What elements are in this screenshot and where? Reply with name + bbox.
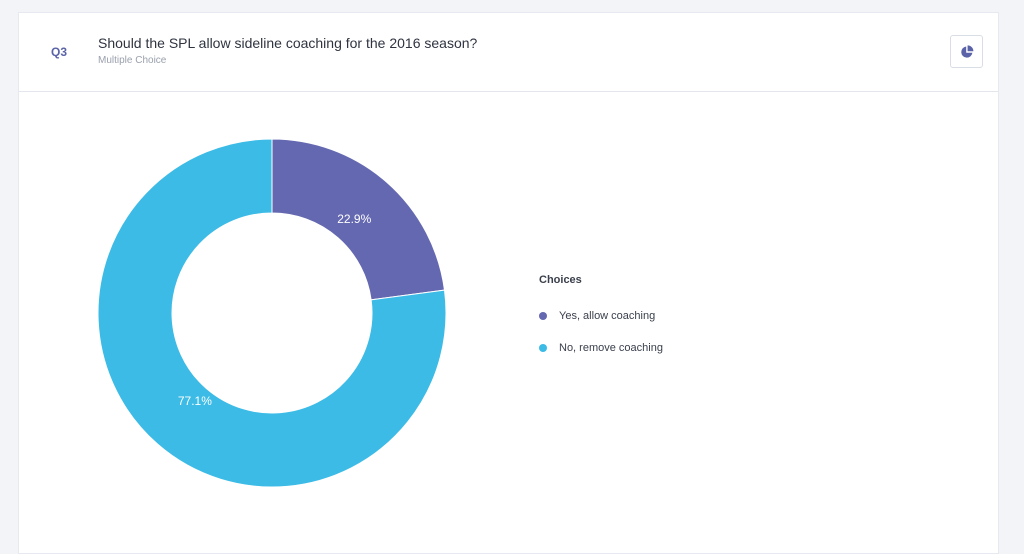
legend-item-no[interactable]: No, remove coaching [539, 332, 663, 364]
slice-label-1: 77.1% [178, 394, 212, 408]
chart-legend: Choices Yes, allow coaching No, remove c… [539, 274, 663, 364]
legend-label-no: No, remove coaching [559, 342, 663, 354]
legend-dot-yes [539, 312, 547, 320]
question-number: Q3 [51, 45, 68, 59]
question-card: Q3 Should the SPL allow sideline coachin… [18, 12, 999, 554]
slice-label-0: 22.9% [337, 212, 371, 226]
slice-0[interactable] [271, 138, 446, 301]
legend-dot-no [539, 344, 547, 352]
pie-chart-icon [960, 44, 973, 58]
chart-type-button[interactable] [950, 35, 983, 68]
legend-label-yes: Yes, allow coaching [559, 310, 656, 322]
chart-area: 22.9% 77.1% Choices Yes, allow coaching N… [19, 92, 998, 552]
question-header: Q3 Should the SPL allow sideline coachin… [19, 13, 998, 92]
legend-item-yes[interactable]: Yes, allow coaching [539, 300, 663, 332]
legend-title: Choices [539, 274, 582, 286]
question-type: Multiple Choice [98, 55, 167, 66]
slice-1[interactable] [97, 138, 447, 488]
donut-chart: 22.9% 77.1% [97, 138, 447, 488]
question-title: Should the SPL allow sideline coaching f… [98, 35, 478, 51]
